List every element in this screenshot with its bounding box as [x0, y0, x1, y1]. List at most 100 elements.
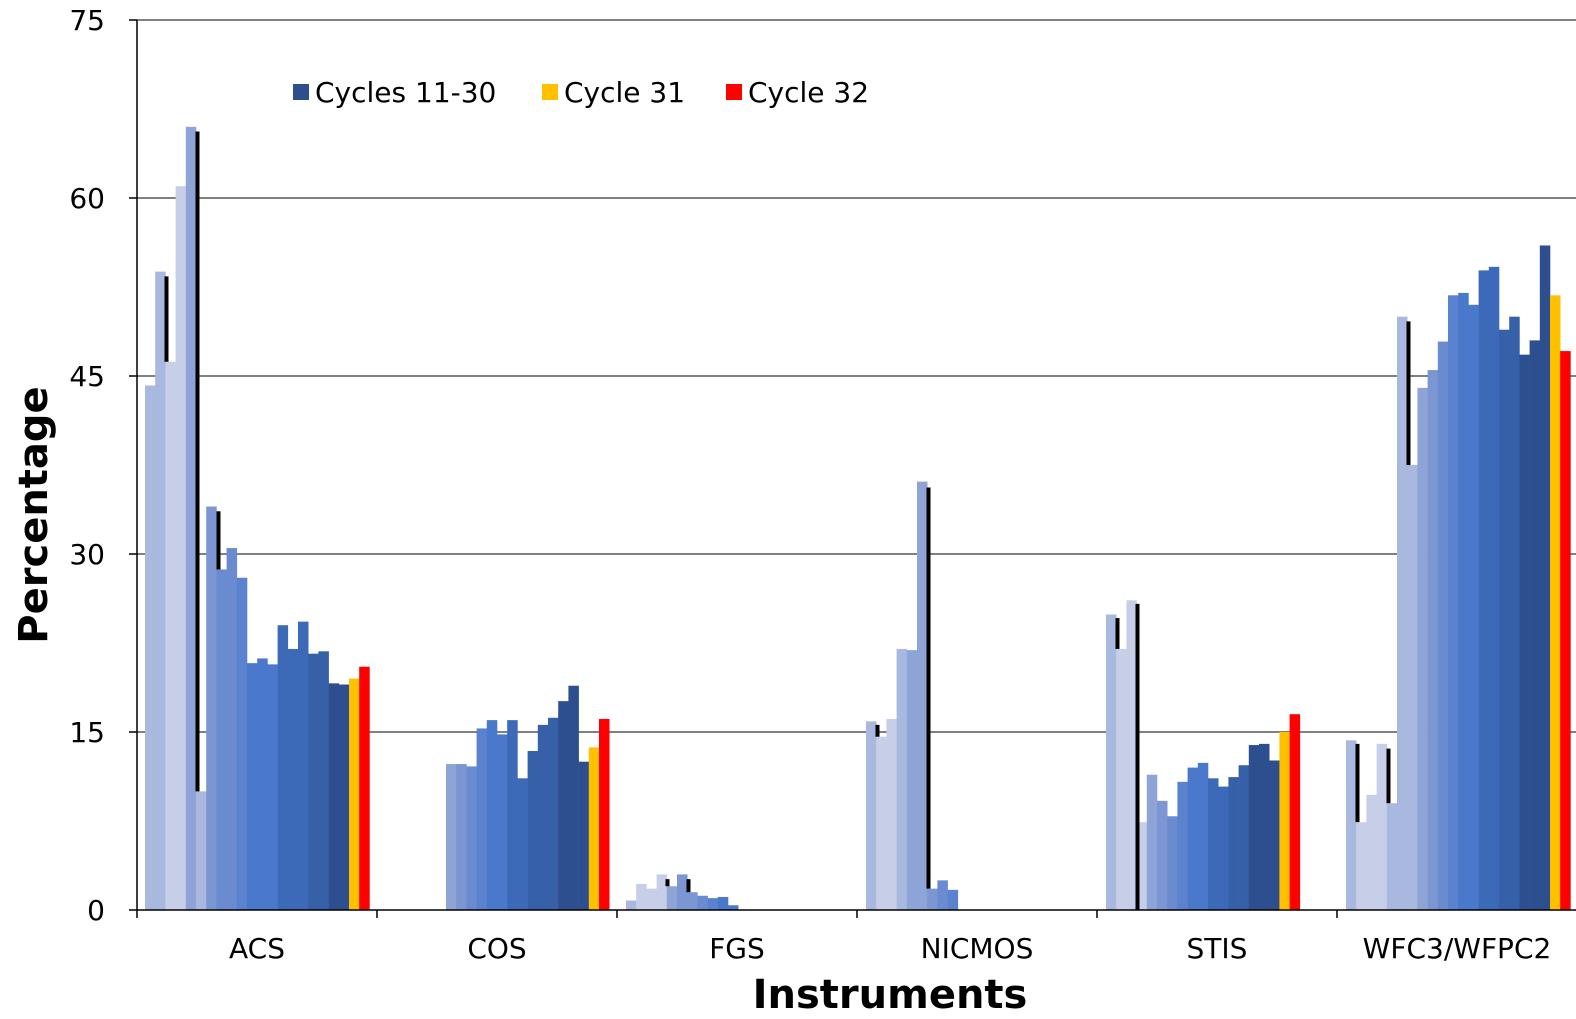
- bar: [1488, 266, 1500, 910]
- bar: [1157, 800, 1168, 910]
- bar: [578, 761, 590, 910]
- legend-swatch: [542, 84, 558, 100]
- bar: [486, 720, 498, 910]
- bar: [677, 874, 688, 910]
- bar: [349, 678, 360, 910]
- bar: [527, 750, 539, 910]
- x-category-label: FGS: [709, 932, 765, 965]
- bar: [1116, 648, 1127, 910]
- bar: [568, 685, 579, 910]
- bar: [906, 650, 918, 910]
- x-category-label: NICMOS: [921, 932, 1034, 965]
- bar: [1499, 329, 1510, 911]
- bar: [236, 577, 248, 910]
- bar: [318, 651, 329, 910]
- bar: [226, 548, 238, 910]
- bar: [1126, 600, 1137, 910]
- bar: [1167, 816, 1178, 910]
- bar: [1356, 822, 1367, 910]
- bar: [1550, 295, 1561, 911]
- y-tick-label: 30: [69, 538, 105, 571]
- bar: [927, 888, 938, 910]
- bar: [328, 683, 340, 910]
- bar: [697, 895, 708, 910]
- bar: [165, 361, 176, 910]
- bar: [298, 621, 309, 910]
- bar: [1106, 614, 1117, 910]
- bar: [277, 625, 289, 910]
- bar: [175, 186, 187, 911]
- bar: [1279, 732, 1290, 910]
- bar: [196, 791, 207, 910]
- legend: Cycles 11-30 Cycle 31 Cycle 32: [293, 76, 869, 109]
- y-tick-label: 15: [69, 716, 105, 749]
- gridlines: [129, 19, 1576, 911]
- bar: [466, 766, 477, 910]
- bar: [1386, 803, 1398, 910]
- bar: [1259, 743, 1270, 910]
- bar: [1427, 370, 1439, 911]
- bar: [937, 880, 948, 910]
- bar: [1187, 767, 1199, 910]
- bar: [1458, 292, 1469, 910]
- bar: [359, 666, 370, 910]
- bar: [646, 888, 657, 910]
- bar: [456, 764, 467, 910]
- bar: [886, 718, 897, 910]
- bar: [1208, 778, 1219, 910]
- bar: [917, 481, 928, 910]
- bar: [876, 736, 887, 910]
- bar: [1238, 765, 1250, 910]
- bar: [1177, 781, 1188, 910]
- y-tick-label: 75: [69, 4, 105, 37]
- bar: [1397, 316, 1408, 911]
- legend-label: Cycle 31: [564, 76, 685, 109]
- bar: [1519, 354, 1530, 910]
- bar: [1289, 714, 1301, 910]
- bar: [446, 764, 457, 910]
- bar: [866, 721, 877, 910]
- bar: [1448, 295, 1459, 911]
- error-lines: [164, 131, 1411, 910]
- bar: [1146, 774, 1158, 910]
- bar: [656, 874, 668, 910]
- legend-swatch: [293, 84, 309, 100]
- x-category-labels: ACS COS FGS NICMOS STIS WFC3/WFPC2: [229, 932, 1551, 965]
- bar: [507, 720, 518, 910]
- bar: [599, 718, 610, 910]
- x-category-label: WFC3/WFPC2: [1363, 932, 1552, 965]
- bar: [185, 126, 197, 911]
- y-tick-label: 45: [69, 360, 105, 393]
- bar: [947, 889, 959, 910]
- bar: [896, 648, 908, 910]
- bar: [1228, 777, 1239, 910]
- bar: [287, 648, 299, 910]
- bar: [588, 747, 600, 910]
- bar: [308, 653, 319, 910]
- bar: [1376, 743, 1388, 910]
- bar: [257, 658, 268, 910]
- y-tick-label: 0: [87, 894, 105, 927]
- bar: [1366, 794, 1377, 910]
- y-tick-label: 60: [69, 182, 105, 215]
- bar: [728, 905, 739, 910]
- bar: [1478, 270, 1490, 910]
- bar: [1560, 351, 1571, 911]
- bar: [636, 883, 647, 910]
- bar: [666, 886, 678, 910]
- bar: [1437, 341, 1449, 910]
- bar: [1468, 304, 1479, 910]
- bar: [517, 778, 528, 910]
- bar: [1218, 786, 1229, 910]
- bar: [717, 896, 729, 910]
- bar: [1539, 245, 1551, 910]
- bar: [1417, 387, 1428, 910]
- bar: [1197, 762, 1209, 910]
- bar: [267, 664, 278, 910]
- bar: [247, 663, 258, 910]
- legend-label: Cycle 32: [748, 76, 869, 109]
- y-axis-title: Percentage: [11, 386, 57, 643]
- bar: [338, 684, 350, 910]
- bar: [1407, 465, 1418, 910]
